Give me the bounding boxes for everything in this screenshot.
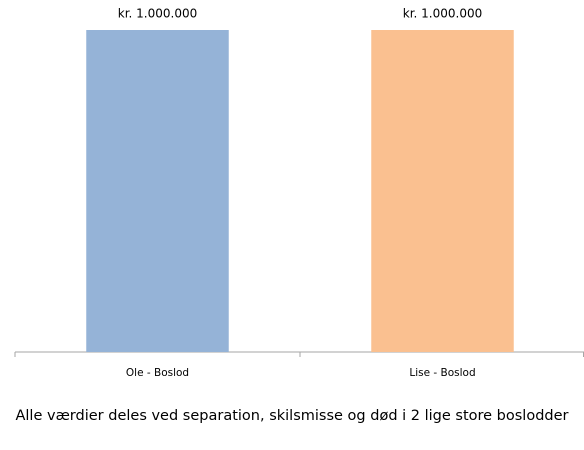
bar [86, 30, 229, 352]
x-tick-label: Lise - Boslod [409, 367, 475, 379]
chart: kr. 1.000.000 Ole - Boslod kr. 1.000.000 Li… [14, 7, 584, 379]
x-tick-label: Ole - Boslod [126, 367, 189, 379]
value-label: kr. 1.000.000 [403, 7, 482, 21]
caption: Alle værdier deles ved separation, skils… [15, 408, 569, 424]
bar [371, 30, 514, 352]
value-label: kr. 1.000.000 [118, 7, 197, 21]
